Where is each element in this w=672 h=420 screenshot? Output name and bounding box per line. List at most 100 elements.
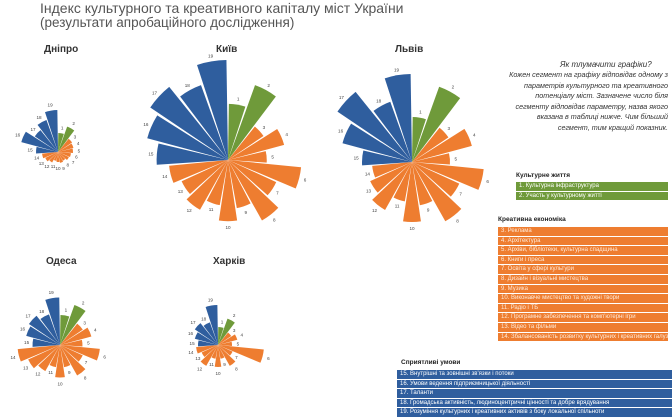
rose-label-8: 8 bbox=[456, 218, 459, 223]
rose-segment-4 bbox=[218, 334, 238, 345]
rose-segment-6 bbox=[60, 345, 100, 361]
rose-label-1: 1 bbox=[419, 110, 422, 115]
rose-label-13: 13 bbox=[23, 365, 29, 370]
rose-segment-5 bbox=[60, 339, 83, 347]
legend-favorable-item: 16. Умови ведення підприємницької діяльн… bbox=[397, 379, 672, 390]
rose-segment-11 bbox=[49, 345, 60, 368]
rose-segment-9 bbox=[58, 152, 64, 163]
rose-segment-8 bbox=[58, 152, 66, 161]
rose-segment-6 bbox=[412, 162, 484, 190]
rose-label-8: 8 bbox=[84, 375, 87, 380]
legend-favorable-item: 15. Внутрішні та зовнішні зв'язки і пото… bbox=[397, 370, 672, 380]
rose-label-3: 3 bbox=[74, 134, 77, 139]
rose-label-10: 10 bbox=[215, 371, 221, 376]
legend-creative-item: 3. Реклама bbox=[498, 227, 668, 237]
rose-label-12: 12 bbox=[187, 208, 193, 213]
rose-segment-3 bbox=[58, 138, 73, 152]
rose-label-3: 3 bbox=[263, 125, 266, 130]
legend-favorable-item: 18. Громадська активність, людиноцентрич… bbox=[397, 398, 672, 409]
rose-segment-17 bbox=[28, 315, 60, 345]
rose-label-3: 3 bbox=[233, 328, 236, 333]
rose-label-1: 1 bbox=[65, 308, 68, 313]
rose-label-7: 7 bbox=[459, 192, 462, 197]
rose-label-15: 15 bbox=[354, 155, 360, 160]
rose-label-2: 2 bbox=[267, 83, 270, 88]
rose-label-16: 16 bbox=[188, 331, 194, 336]
legend-creative-item: 12. Програмне забезпечення та комп'ютерн… bbox=[498, 313, 668, 323]
rose-label-17: 17 bbox=[30, 127, 36, 132]
rose-segment-19 bbox=[44, 110, 58, 152]
rose-label-11: 11 bbox=[209, 207, 214, 212]
city-label-kharkiv: Харків bbox=[213, 256, 246, 267]
rose-segment-3 bbox=[60, 323, 83, 345]
rose-label-4: 4 bbox=[473, 133, 476, 138]
rose-label-11: 11 bbox=[51, 164, 56, 169]
rose-segment-19 bbox=[205, 305, 218, 345]
rose-segment-18 bbox=[37, 120, 58, 152]
rose-label-18: 18 bbox=[39, 309, 45, 314]
rose-label-15: 15 bbox=[148, 152, 154, 157]
rose-label-9: 9 bbox=[245, 210, 248, 215]
rose-segment-15 bbox=[156, 143, 228, 165]
rose-segment-18 bbox=[203, 322, 218, 345]
rose-label-7: 7 bbox=[235, 355, 238, 360]
rose-segment-16 bbox=[21, 131, 59, 152]
rose-segment-16 bbox=[194, 332, 218, 345]
rose-segment-7 bbox=[228, 160, 277, 196]
rose-label-19: 19 bbox=[208, 298, 214, 303]
rose-label-12: 12 bbox=[197, 367, 203, 372]
rose-label-18: 18 bbox=[376, 98, 382, 103]
legend-creative-item: 8. Дизайн і візуальні мистецтва bbox=[498, 274, 668, 285]
rose-segment-14 bbox=[372, 162, 412, 178]
rose-label-14: 14 bbox=[34, 155, 40, 160]
rose-label-16: 16 bbox=[143, 122, 149, 127]
rose-label-2: 2 bbox=[72, 121, 75, 126]
rose-segment-7 bbox=[412, 162, 460, 197]
legend-culture-item: 2. Участь у культурному житті bbox=[516, 191, 668, 202]
rose-segment-1 bbox=[60, 315, 70, 345]
legend-creative-item: 10. Виконавче мистецтво та художні твори bbox=[498, 294, 668, 304]
rose-label-11: 11 bbox=[48, 370, 53, 375]
rose-segment-4 bbox=[228, 128, 285, 160]
rose-segment-15 bbox=[197, 340, 218, 347]
rose-label-6: 6 bbox=[267, 356, 270, 361]
rose-label-1: 1 bbox=[61, 125, 64, 130]
rose-label-1: 1 bbox=[221, 319, 224, 324]
rose-label-3: 3 bbox=[83, 320, 86, 325]
rose-segment-4 bbox=[60, 327, 92, 345]
rose-label-13: 13 bbox=[178, 189, 184, 194]
rose-segment-4 bbox=[412, 128, 472, 162]
rose-segment-16 bbox=[26, 326, 60, 345]
rose-segment-2 bbox=[412, 86, 461, 162]
rose-segment-10 bbox=[214, 345, 222, 367]
legend-creative: 3. Реклама 4. Архітектура 5. Архіви, біблі… bbox=[498, 227, 668, 343]
rose-label-7: 7 bbox=[85, 360, 88, 365]
rose-segment-9 bbox=[218, 345, 225, 359]
rose-label-19: 19 bbox=[49, 290, 55, 295]
rose-label-13: 13 bbox=[39, 161, 45, 166]
legend-creative-item: 14. Збалансованість розвитку культурних … bbox=[498, 332, 668, 343]
rose-segment-10 bbox=[403, 162, 421, 222]
legend-favorable-item: 17. Таланти bbox=[397, 389, 672, 399]
rose-label-7: 7 bbox=[72, 160, 75, 165]
rose-segment-14 bbox=[169, 160, 228, 183]
rose-segment-5 bbox=[412, 153, 450, 165]
rose-label-8: 8 bbox=[235, 367, 238, 372]
rose-label-10: 10 bbox=[55, 166, 61, 171]
legend-culture-title: Культурне життя bbox=[516, 172, 571, 179]
rose-segment-7 bbox=[58, 152, 69, 160]
rose-segment-17 bbox=[337, 91, 412, 162]
rose-label-19: 19 bbox=[394, 67, 400, 72]
rose-label-11: 11 bbox=[209, 362, 214, 367]
rose-label-8: 8 bbox=[67, 163, 70, 168]
rose-segment-10 bbox=[55, 345, 65, 378]
rose-segment-9 bbox=[60, 345, 71, 368]
rose-label-17: 17 bbox=[25, 314, 31, 319]
rose-segment-11 bbox=[393, 162, 412, 202]
rose-segment-1 bbox=[58, 133, 64, 152]
rose-segment-19 bbox=[45, 297, 60, 345]
rose-label-9: 9 bbox=[62, 166, 65, 171]
rose-segment-14 bbox=[17, 345, 60, 362]
rose-segment-7 bbox=[60, 345, 83, 362]
